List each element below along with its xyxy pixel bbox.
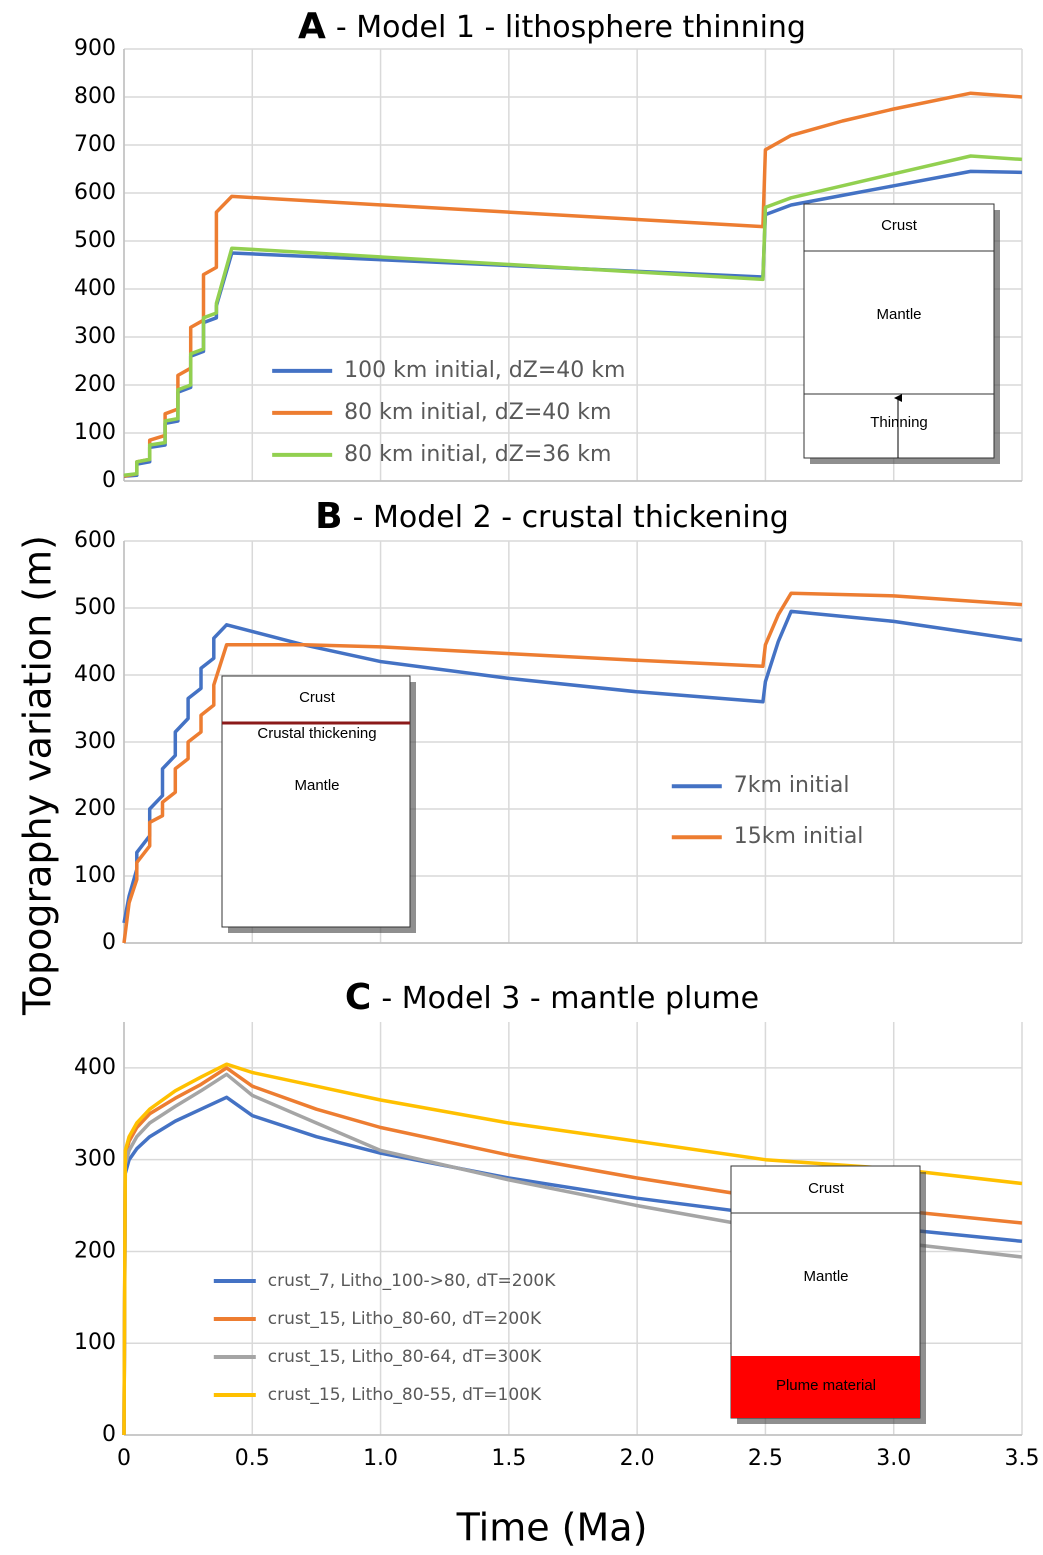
x-axis-label: Time (Ma)	[456, 1506, 648, 1550]
y-tick-label: 100	[74, 420, 116, 445]
y-tick-label: 0	[102, 1422, 116, 1447]
y-axis-label: Topography variation (m)	[16, 535, 60, 1016]
y-tick-label: 700	[74, 132, 116, 157]
y-tick-label: 0	[102, 468, 116, 493]
legend-label: crust_15, Litho_80-64, dT=300K	[268, 1347, 542, 1367]
y-tick-label: 200	[74, 1238, 116, 1263]
line-series	[122, 1062, 1023, 1436]
y-tick-label: 900	[74, 36, 116, 61]
chart-title: B - Model 2 - crustal thickening	[315, 496, 789, 537]
inset-diagram: Crust Mantle Thinning	[803, 203, 1000, 464]
inset-box	[221, 675, 411, 928]
inset-label: Crustal thickening	[257, 725, 376, 742]
legend-label: 7km initial	[734, 773, 850, 798]
x-tick-label: 0.5	[235, 1446, 270, 1471]
legend-label: crust_15, Litho_80-55, dT=100K	[268, 1385, 542, 1405]
x-tick-label: 2.0	[620, 1446, 655, 1471]
y-tick-label: 800	[74, 84, 116, 109]
inset-label: Mantle	[876, 306, 921, 323]
y-tick-label: 0	[102, 930, 116, 955]
x-tick-label: 3.5	[1005, 1446, 1040, 1471]
inset-diagram: Crust Mantle Plume material	[730, 1165, 926, 1424]
inset-label: Crust	[881, 217, 918, 234]
legend-label: 15km initial	[734, 824, 864, 849]
y-tick-label: 600	[74, 528, 116, 553]
x-tick-label: 0	[117, 1446, 131, 1471]
y-tick-label: 100	[74, 1330, 116, 1355]
title-text: - Model 2 - crustal thickening	[353, 500, 789, 535]
title-text: - Model 3 - mantle plume	[381, 981, 759, 1016]
panel-label: A	[298, 6, 326, 47]
inset-label: Plume material	[776, 1377, 876, 1394]
line-series	[122, 1072, 1023, 1436]
y-tick-label: 400	[74, 1055, 116, 1080]
y-tick-label: 500	[74, 228, 116, 253]
legend-label: 80 km initial, dZ=40 km	[344, 400, 611, 425]
line-series	[122, 1095, 1023, 1436]
y-tick-label: 300	[74, 729, 116, 754]
y-tick-label: 400	[74, 662, 116, 687]
y-tick-label: 100	[74, 863, 116, 888]
y-tick-label: 300	[74, 324, 116, 349]
y-tick-label: 200	[74, 796, 116, 821]
inset-label: Mantle	[294, 777, 339, 794]
line-series	[123, 154, 1023, 477]
x-tick-label: 3.0	[876, 1446, 911, 1471]
inset-plume	[731, 1356, 920, 1418]
line-series	[122, 591, 1023, 944]
chart-title: C - Model 3 - mantle plume	[345, 977, 759, 1018]
panel-label: B	[315, 496, 342, 537]
inset-box	[803, 203, 995, 459]
plots: A - Model 1 - lithosphere thinning 0 100 200…	[74, 6, 1040, 1471]
legend-label: crust_15, Litho_80-60, dT=200K	[268, 1309, 542, 1329]
inset-label: Crust	[299, 689, 336, 706]
title-text: - Model 1 - lithosphere thinning	[336, 10, 806, 45]
y-tick-label: 600	[74, 180, 116, 205]
legend-label: 80 km initial, dZ=36 km	[344, 442, 611, 467]
inset-label: Crust	[808, 1180, 845, 1197]
inset-label: Thinning	[870, 414, 928, 431]
inset-diagram: Crust Crustal thickening Mantle	[221, 675, 416, 933]
x-tick-label: 2.5	[748, 1446, 783, 1471]
line-series	[122, 1066, 1023, 1436]
y-tick-label: 500	[74, 595, 116, 620]
legend-label: crust_7, Litho_100->80, dT=200K	[268, 1271, 556, 1291]
panel-label: C	[345, 977, 371, 1018]
x-tick-label: 1.0	[363, 1446, 398, 1471]
legend-label: 100 km initial, dZ=40 km	[344, 358, 625, 383]
y-tick-label: 400	[74, 276, 116, 301]
y-tick-label: 200	[74, 372, 116, 397]
y-tick-label: 300	[74, 1147, 116, 1172]
x-tick-label: 1.5	[491, 1446, 526, 1471]
inset-label: Mantle	[803, 1268, 848, 1285]
chart-title: A - Model 1 - lithosphere thinning	[298, 6, 806, 47]
